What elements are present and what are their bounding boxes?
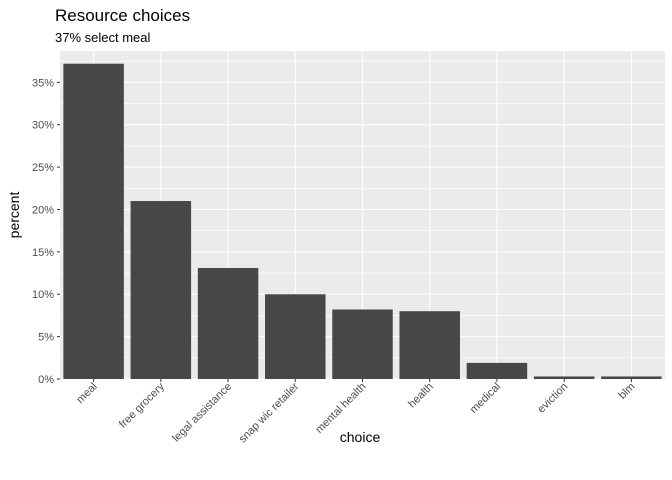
chart-subtitle: 37% select meal <box>55 30 150 45</box>
x-tick-label: health <box>406 381 436 411</box>
bar-snap-wic-retailer <box>265 294 326 379</box>
y-tick-label: 5% <box>38 332 54 344</box>
x-tick-label: free grocery <box>117 380 167 430</box>
bars <box>63 63 662 380</box>
bar-blm <box>601 376 662 379</box>
bar-health <box>399 311 460 379</box>
y-tick-label: 25% <box>32 162 54 174</box>
y-tick-label: 20% <box>32 204 54 216</box>
x-tick-label: eviction <box>535 381 570 416</box>
bar-eviction <box>533 376 595 379</box>
bar-free-grocery <box>130 201 192 379</box>
x-tick-label: blm <box>616 381 637 402</box>
bar-medical <box>466 362 528 379</box>
chart-title: Resource choices <box>55 6 190 25</box>
x-axis-title: choice <box>340 429 381 445</box>
y-axis: 0% 5% 10% 15% 20% 25% 30% 35% <box>32 77 60 386</box>
x-tick-label: legal assistance <box>170 381 234 445</box>
bar-mental-health <box>332 309 393 379</box>
y-tick-label: 30% <box>32 120 54 132</box>
y-tick-label: 0% <box>38 374 54 386</box>
x-tick-label: meal <box>74 381 99 406</box>
bar-meal <box>63 63 124 380</box>
bar-legal-assistance <box>197 267 259 379</box>
y-tick-label: 35% <box>32 77 54 89</box>
x-tick-label: mental health <box>313 381 368 436</box>
x-tick-label: medical <box>468 381 503 416</box>
y-axis-title: percent <box>6 192 22 239</box>
x-tick-label: snap wic retailer <box>237 380 302 445</box>
y-tick-label: 10% <box>32 289 54 301</box>
y-tick-label: 15% <box>32 247 54 259</box>
